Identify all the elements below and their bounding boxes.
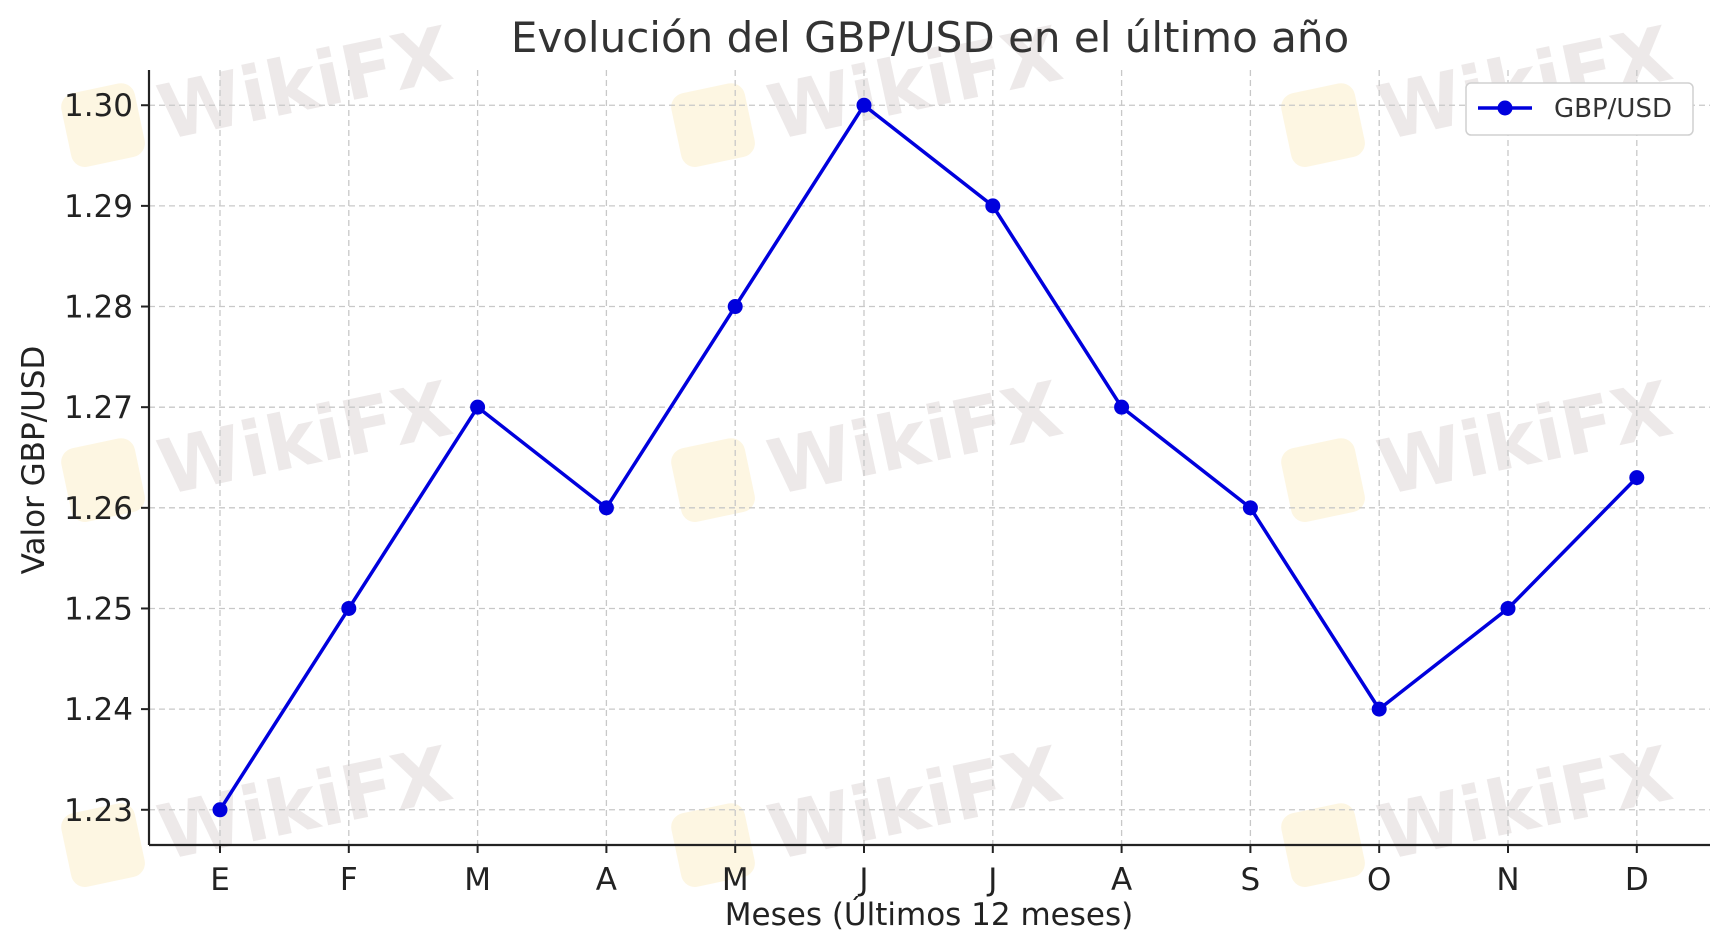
axes <box>147 70 1710 847</box>
data-point <box>1371 701 1387 717</box>
watermark: WikiFX <box>671 364 1069 522</box>
y-tick-label: 1.23 <box>64 793 133 829</box>
chart-title: Evolución del GBP/USD en el último año <box>511 13 1349 62</box>
x-tick-label: J <box>857 862 868 898</box>
x-tick-label: O <box>1367 862 1391 898</box>
watermark: WikiFX <box>1281 729 1679 887</box>
wikifx-eagle-icon <box>671 438 755 522</box>
data-point <box>341 600 357 616</box>
y-tick-label: 1.28 <box>64 290 133 326</box>
x-tick-label: M <box>722 862 749 898</box>
watermark: WikiFX <box>1281 364 1679 522</box>
legend: GBP/USD <box>1465 82 1694 136</box>
wikifx-eagle-icon <box>61 83 145 167</box>
watermark-text: WikiFX <box>1370 729 1679 878</box>
data-point <box>1114 399 1130 415</box>
wikifx-eagle-icon <box>61 438 145 522</box>
data-point <box>1242 500 1258 516</box>
legend-box <box>1465 82 1694 136</box>
data-point <box>727 299 743 315</box>
data-point <box>470 399 486 415</box>
data-point <box>212 802 228 818</box>
x-tick-label: J <box>986 862 997 898</box>
y-tick-label: 1.30 <box>64 88 133 124</box>
data-point <box>1629 470 1645 486</box>
x-tick-label: A <box>1111 862 1132 898</box>
y-tick-label: 1.25 <box>64 591 133 627</box>
x-tick-label: S <box>1241 862 1261 898</box>
watermark-text: WikiFX <box>150 729 459 878</box>
x-tick-label: E <box>210 862 230 898</box>
wikifx-eagle-icon <box>1281 83 1365 167</box>
data-point <box>985 198 1001 214</box>
legend-label: GBP/USD <box>1554 94 1672 124</box>
x-tick-label: N <box>1496 862 1519 898</box>
watermark-text: WikiFX <box>1370 364 1679 513</box>
y-tick-label: 1.24 <box>64 692 133 728</box>
data-point <box>856 97 872 113</box>
x-axis-label: Meses (Últimos 12 meses) <box>725 896 1133 933</box>
y-tick-label: 1.29 <box>64 189 133 225</box>
watermark-layer: WikiFX WikiFX WikiFX WikiFX WikiFX WikiFX Wiki… <box>61 9 1679 887</box>
x-tick-label: M <box>464 862 491 898</box>
wikifx-eagle-icon <box>61 803 145 887</box>
y-axis-label: Valor GBP/USD <box>16 346 52 575</box>
x-tick-label: D <box>1625 862 1649 898</box>
watermark-text: WikiFX <box>760 729 1069 878</box>
watermark-text: WikiFX <box>760 364 1069 513</box>
watermark-text: WikiFX <box>150 364 459 513</box>
series-layer <box>212 97 1645 818</box>
wikifx-eagle-icon <box>1281 438 1365 522</box>
data-point <box>598 500 614 516</box>
data-point <box>1500 600 1516 616</box>
y-tick-label: 1.26 <box>64 491 133 527</box>
y-tick-label: 1.27 <box>64 390 133 426</box>
watermark-text: WikiFX <box>150 9 459 158</box>
x-tick-label: A <box>596 862 617 898</box>
y-axis-ticks: 1.23 1.24 1.25 1.26 1.27 1.28 1.29 1.30 <box>64 88 149 829</box>
series-line <box>218 103 1639 811</box>
x-tick-label: F <box>340 862 358 898</box>
legend-marker <box>1497 100 1513 116</box>
wikifx-eagle-icon <box>671 83 755 167</box>
